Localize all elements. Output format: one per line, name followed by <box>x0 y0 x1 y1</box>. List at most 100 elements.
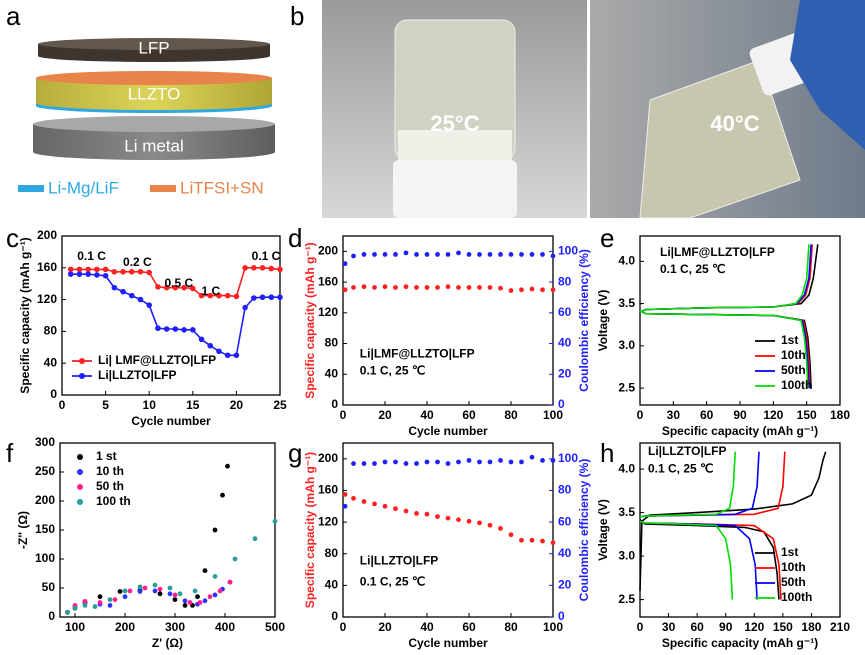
y-tick-label: 120 <box>37 292 57 306</box>
x-tick-label: 500 <box>265 620 285 634</box>
y-tick-label: 200 <box>35 493 55 507</box>
annotation: 0.2 C <box>123 255 152 269</box>
data-point <box>242 304 248 311</box>
x-tick-label: 300 <box>165 620 185 634</box>
data-point <box>157 586 163 592</box>
y-axis-label: Voltage (V) <box>596 499 610 561</box>
y-tick-label: 150 <box>35 522 55 536</box>
data-point <box>361 284 367 290</box>
y-tick-label: 3.0 <box>618 338 635 352</box>
x-tick-label: 30 <box>667 408 681 422</box>
data-point <box>529 454 535 460</box>
annotation: 0.1 C, 25 ℃ <box>660 262 726 276</box>
data-point <box>445 252 451 257</box>
legend-marker <box>77 484 83 490</box>
panel-label: b <box>290 1 304 31</box>
data-point <box>252 536 258 542</box>
x-axis-label: Cycle number <box>131 414 211 428</box>
legend-label: 10th <box>781 348 806 362</box>
x-tick-label: 180 <box>830 408 850 422</box>
x-tick-label: 20 <box>230 398 244 412</box>
llzto-top <box>36 71 272 85</box>
data-point <box>445 515 451 521</box>
annotation: 0.5 C <box>164 276 193 290</box>
legend-label: Li|LLZTO|LFP <box>98 368 176 382</box>
legend-label: 10th <box>781 560 806 574</box>
data-point <box>540 252 545 257</box>
plot-frame <box>59 442 276 618</box>
data-point <box>268 265 275 272</box>
data-point <box>540 287 545 293</box>
photos: b 25°C 40°C <box>290 0 865 219</box>
data-point <box>424 285 430 290</box>
data-point <box>456 250 461 256</box>
data-point <box>403 284 409 290</box>
panel-label: c <box>6 223 19 253</box>
y-tick-label: 120 <box>318 514 338 528</box>
y2-tick-label: 20 <box>558 578 572 592</box>
data-point <box>508 252 514 257</box>
data-point <box>424 511 430 517</box>
data-point <box>128 292 135 299</box>
legend-marker <box>77 469 83 475</box>
legend-label: 50 th <box>96 479 124 493</box>
x-tick-label: 150 <box>773 620 793 634</box>
data-point <box>172 284 179 291</box>
data-point <box>137 296 144 303</box>
y-tick-label: 3.5 <box>618 505 635 519</box>
y2-axis-label: Coulombic efficiency (%) <box>577 459 591 602</box>
data-point <box>498 526 503 531</box>
data-point <box>181 284 187 291</box>
data-point <box>487 285 493 290</box>
x-axis-label: Specific capacity (mAh g⁻¹) <box>662 424 818 438</box>
data-point <box>137 589 143 594</box>
data-point <box>487 252 493 257</box>
y-tick-label: 200 <box>318 244 338 258</box>
y-tick-label: 200 <box>37 228 57 242</box>
x-tick-label: 80 <box>504 408 518 422</box>
plot-frame <box>61 235 281 396</box>
x-tick-label: 150 <box>797 408 817 422</box>
data-point <box>277 266 283 273</box>
data-point <box>120 268 126 275</box>
y-tick-label: 4.0 <box>618 254 635 268</box>
li-layer <box>33 124 275 160</box>
data-point <box>259 265 266 271</box>
data-point <box>456 459 461 465</box>
data-point <box>167 591 173 597</box>
data-point <box>372 501 377 507</box>
data-point <box>224 292 231 299</box>
photo-label: 25°C <box>430 111 479 136</box>
data-point <box>466 518 472 524</box>
data-point <box>212 574 218 579</box>
plot-frame <box>639 442 841 618</box>
x-tick-label: 15 <box>186 398 200 412</box>
li-top <box>33 116 275 132</box>
y-tick-label: 3.0 <box>618 548 635 562</box>
data-point <box>550 287 556 293</box>
y-tick-label: 40 <box>44 355 58 369</box>
data-point <box>85 266 91 273</box>
data-point <box>181 327 187 333</box>
x-tick-label: 5 <box>102 398 109 412</box>
legend-label: Li| LMF@LLZTO|LFP <box>98 353 216 367</box>
data-point <box>372 285 377 290</box>
legend-label: 100 th <box>96 494 131 508</box>
y-tick-label: 4.0 <box>618 461 635 475</box>
data-point <box>445 461 451 466</box>
data-point <box>227 579 233 585</box>
data-point <box>76 266 83 273</box>
data-point <box>142 585 148 591</box>
x-tick-label: 20 <box>378 620 392 634</box>
panel-label: h <box>600 438 614 468</box>
panel-label: d <box>288 223 302 253</box>
x-tick-label: 10 <box>143 398 157 412</box>
data-point <box>216 292 222 299</box>
data-point <box>550 540 556 546</box>
panel-label: f <box>6 438 14 468</box>
layer-label: LLZTO <box>128 84 181 103</box>
data-point <box>216 348 222 355</box>
data-point <box>372 461 377 466</box>
legend-label: Li-Mg/LiF <box>48 178 119 197</box>
